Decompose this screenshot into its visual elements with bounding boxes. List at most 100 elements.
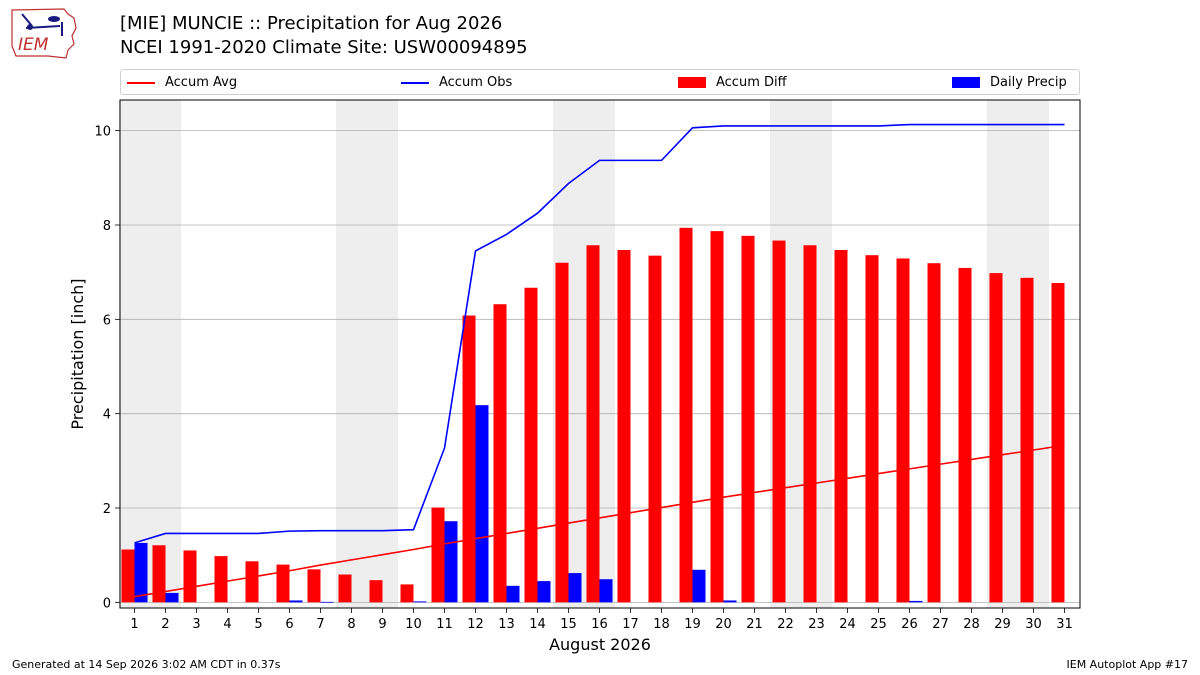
- x-tick-label: 16: [591, 617, 608, 632]
- legend-label-daily-precip: Daily Precip: [990, 75, 1067, 90]
- x-tick-label: 27: [932, 617, 949, 632]
- accum-diff-bar: [493, 304, 507, 603]
- chart-subtitle: NCEI 1991-2020 Climate Site: USW00094895: [120, 37, 528, 58]
- accum-diff-bar: [307, 569, 321, 603]
- accum-diff-bar: [338, 574, 352, 603]
- daily-precip-bar: [568, 573, 582, 603]
- legend-item-accum-avg: Accum Avg: [127, 74, 237, 92]
- daily-precip-bar: [506, 585, 520, 603]
- x-tick-label: 31: [1056, 617, 1073, 632]
- accum-avg-line: [134, 444, 1065, 598]
- daily-precip-bar: [599, 579, 613, 603]
- legend-swatch-daily-precip: [952, 77, 980, 88]
- weekend-shade-band: [367, 100, 398, 608]
- x-tick-label: 23: [808, 617, 825, 632]
- iem-logo: IEM: [8, 6, 82, 60]
- accum-diff-bar: [183, 550, 197, 603]
- chart-title: [MIE] MUNCIE :: Precipitation for Aug 20…: [120, 13, 503, 34]
- x-tick-label: 30: [1025, 617, 1042, 632]
- legend-item-accum-diff: Accum Diff: [678, 74, 787, 92]
- iem-logo-graphic: IEM: [11, 8, 77, 59]
- x-tick-label: 28: [963, 617, 980, 632]
- x-tick-label: 9: [378, 617, 386, 632]
- x-tick-label: 13: [498, 617, 515, 632]
- accum-diff-bar: [803, 245, 817, 603]
- accum-diff-bar: [772, 240, 786, 603]
- plot-frame: [119, 99, 1081, 609]
- x-tick-label: 12: [467, 617, 484, 632]
- y-tick-label: 8: [103, 219, 111, 234]
- x-tick-label: 8: [347, 617, 355, 632]
- accum-diff-bar: [276, 564, 290, 603]
- daily-precip-bar: [320, 601, 334, 603]
- y-tick-label: 4: [103, 408, 111, 423]
- weekend-shade-band: [150, 100, 181, 608]
- legend-label-accum-avg: Accum Avg: [165, 75, 238, 90]
- legend-label-accum-obs: Accum Obs: [439, 75, 513, 90]
- x-tick-label: 10: [405, 617, 422, 632]
- accum-diff-bar: [989, 273, 1003, 603]
- y-tick-label: 0: [103, 596, 111, 611]
- accum-diff-bar: [431, 507, 445, 603]
- legend-label-accum-diff: Accum Diff: [716, 75, 787, 90]
- accum-diff-bar: [865, 255, 879, 603]
- footer-generated: Generated at 14 Sep 2026 3:02 AM CDT in …: [12, 658, 281, 671]
- accum-diff-bar: [400, 584, 414, 603]
- footer-app: IEM Autoplot App #17: [1066, 658, 1189, 671]
- accum-diff-bar: [369, 580, 383, 603]
- legend-swatch-accum-diff: [678, 77, 706, 88]
- weekend-shade-band: [119, 100, 150, 608]
- daily-precip-bar: [537, 581, 551, 603]
- legend-item-daily-precip: Daily Precip: [952, 74, 1067, 92]
- x-tick-label: 7: [316, 617, 324, 632]
- daily-precip-bar: [444, 521, 458, 603]
- accum-diff-bar: [927, 263, 941, 603]
- accum-diff-bar: [555, 262, 569, 603]
- x-tick-label: 21: [746, 617, 763, 632]
- x-tick-label: 26: [901, 617, 918, 632]
- x-tick-label: 19: [684, 617, 701, 632]
- x-tick-label: 11: [436, 617, 453, 632]
- y-tick-label: 2: [103, 502, 111, 517]
- y-tick-label: 10: [94, 125, 111, 140]
- daily-precip-bar: [413, 601, 427, 603]
- x-tick-label: 2: [161, 617, 169, 632]
- daily-precip-bar: [909, 600, 923, 603]
- x-tick-label: 22: [777, 617, 794, 632]
- accum-diff-bar: [121, 549, 135, 603]
- accum-diff-bar: [648, 255, 662, 603]
- accum-diff-bar: [834, 249, 848, 603]
- accum-diff-bar: [617, 249, 631, 603]
- iem-logo-text: IEM: [18, 35, 49, 55]
- accum-diff-bar: [741, 235, 755, 603]
- accum-obs-line: [134, 123, 1065, 544]
- x-tick-label: 20: [715, 617, 732, 632]
- x-tick-label: 29: [994, 617, 1011, 632]
- chart-legend: Accum Avg Accum Obs Accum Diff Daily Pre…: [120, 69, 1080, 95]
- x-tick-label: 5: [254, 617, 262, 632]
- daily-precip-bar: [475, 405, 489, 603]
- accum-diff-bar: [462, 315, 476, 603]
- daily-precip-bar: [723, 600, 737, 603]
- accum-diff-bar: [586, 245, 600, 603]
- daily-precip-bar: [289, 600, 303, 603]
- y-axis-label: Precipitation [inch]: [68, 278, 87, 429]
- legend-swatch-accum-obs: [401, 81, 429, 84]
- x-tick-label: 1: [130, 617, 138, 632]
- legend-item-accum-obs: Accum Obs: [401, 74, 512, 92]
- accum-diff-bar: [1051, 283, 1065, 603]
- accum-diff-bar: [679, 227, 693, 603]
- legend-swatch-accum-avg: [127, 81, 155, 84]
- daily-precip-bar: [134, 542, 148, 603]
- daily-precip-bar: [692, 569, 706, 603]
- accum-diff-bar: [524, 287, 538, 603]
- x-tick-label: 14: [529, 617, 546, 632]
- accum-diff-bar: [152, 545, 166, 603]
- x-axis-label: August 2026: [549, 635, 651, 654]
- x-tick-label: 6: [285, 617, 293, 632]
- x-tick-label: 25: [870, 617, 887, 632]
- x-tick-label: 4: [223, 617, 231, 632]
- weekend-shade-band: [336, 100, 367, 608]
- y-tick-label: 6: [103, 313, 111, 328]
